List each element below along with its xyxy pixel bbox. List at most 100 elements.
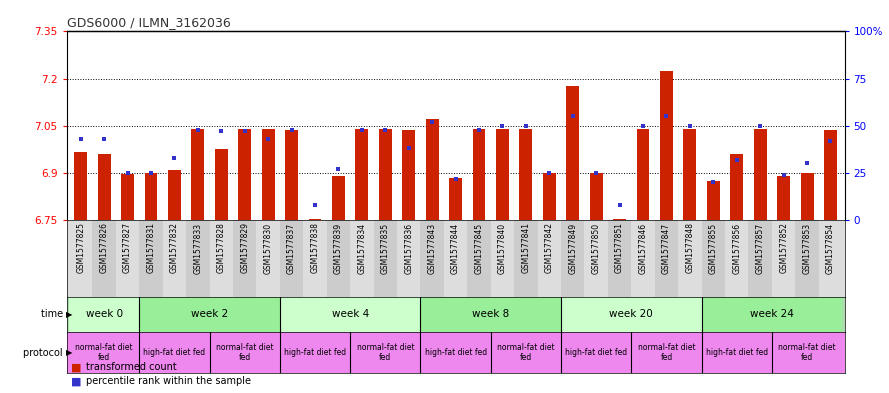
Text: GSM1577846: GSM1577846	[638, 222, 647, 274]
Text: high-fat diet fed: high-fat diet fed	[425, 348, 486, 357]
Bar	[116, 220, 140, 297]
Text: GSM1577855: GSM1577855	[709, 222, 717, 274]
Text: GSM1577833: GSM1577833	[194, 222, 203, 274]
Text: GSM1577825: GSM1577825	[76, 222, 85, 274]
Text: GSM1577854: GSM1577854	[826, 222, 835, 274]
Bar	[191, 129, 204, 220]
Text: GSM1577827: GSM1577827	[123, 222, 132, 274]
Bar	[538, 220, 561, 297]
Text: week 2: week 2	[191, 309, 228, 320]
Text: GSM1577856: GSM1577856	[733, 222, 741, 274]
Text: GSM1577850: GSM1577850	[592, 222, 601, 274]
Text: week 4: week 4	[332, 309, 369, 320]
Bar	[772, 220, 796, 297]
Bar	[824, 130, 837, 220]
Bar	[496, 129, 509, 220]
Bar	[701, 297, 842, 332]
Bar	[327, 220, 350, 297]
Bar	[98, 154, 110, 220]
Text: week 0: week 0	[85, 309, 123, 320]
Text: ▶: ▶	[66, 310, 72, 319]
Text: GSM1577834: GSM1577834	[357, 222, 366, 274]
Bar	[796, 220, 819, 297]
Bar	[777, 176, 790, 220]
Bar	[308, 219, 322, 220]
Text: GSM1577826: GSM1577826	[100, 222, 108, 274]
Text: GSM1577839: GSM1577839	[334, 222, 343, 274]
Bar	[660, 71, 673, 220]
Bar	[163, 220, 186, 297]
Text: high-fat diet fed: high-fat diet fed	[706, 348, 768, 357]
Bar	[589, 173, 603, 220]
Bar	[356, 129, 368, 220]
Bar	[584, 220, 608, 297]
Text: GSM1577852: GSM1577852	[779, 222, 789, 274]
Bar	[449, 178, 462, 220]
Bar	[678, 220, 701, 297]
Text: GSM1577844: GSM1577844	[451, 222, 461, 274]
Bar	[514, 220, 538, 297]
Text: GSM1577836: GSM1577836	[404, 222, 413, 274]
Bar	[210, 220, 233, 297]
Text: protocol: protocol	[23, 348, 66, 358]
Bar	[468, 220, 491, 297]
Text: transformed count: transformed count	[86, 362, 177, 373]
Bar	[754, 129, 766, 220]
Bar	[655, 220, 678, 297]
Bar	[233, 220, 256, 297]
Text: GSM1577853: GSM1577853	[803, 222, 812, 274]
Text: ■: ■	[71, 376, 82, 386]
Bar	[350, 220, 373, 297]
Bar	[613, 219, 626, 220]
Text: ▶: ▶	[66, 348, 72, 357]
Bar	[215, 149, 228, 220]
Text: high-fat diet fed: high-fat diet fed	[143, 348, 205, 357]
Text: GSM1577832: GSM1577832	[170, 222, 179, 274]
Text: normal-fat diet
fed: normal-fat diet fed	[497, 343, 555, 362]
Text: GSM1577843: GSM1577843	[428, 222, 436, 274]
Bar	[725, 220, 749, 297]
Bar	[256, 220, 280, 297]
Bar	[731, 154, 743, 220]
Text: GSM1577837: GSM1577837	[287, 222, 296, 274]
Text: normal-fat diet
fed: normal-fat diet fed	[216, 343, 274, 362]
Bar	[420, 297, 561, 332]
Text: GSM1577842: GSM1577842	[545, 222, 554, 274]
Text: GSM1577835: GSM1577835	[380, 222, 389, 274]
Text: GSM1577828: GSM1577828	[217, 222, 226, 273]
Text: normal-fat diet
fed: normal-fat diet fed	[637, 343, 695, 362]
Bar	[608, 220, 631, 297]
Bar	[303, 220, 327, 297]
Text: GSM1577845: GSM1577845	[475, 222, 484, 274]
Text: GSM1577847: GSM1577847	[662, 222, 671, 274]
Bar	[140, 297, 280, 332]
Text: week 24: week 24	[750, 309, 794, 320]
Text: GSM1577831: GSM1577831	[147, 222, 156, 274]
Bar	[332, 176, 345, 220]
Bar	[280, 220, 303, 297]
Text: time: time	[41, 309, 66, 320]
Bar	[261, 129, 275, 220]
Bar	[69, 297, 140, 332]
Bar	[561, 297, 701, 332]
Bar	[701, 220, 725, 297]
Bar	[121, 174, 134, 220]
Text: GSM1577830: GSM1577830	[264, 222, 273, 274]
Bar	[444, 220, 468, 297]
Bar	[637, 129, 650, 220]
Bar	[373, 220, 397, 297]
Bar	[707, 181, 720, 220]
Bar	[69, 220, 92, 297]
Bar	[749, 220, 772, 297]
Text: high-fat diet fed: high-fat diet fed	[284, 348, 346, 357]
Text: GSM1577838: GSM1577838	[310, 222, 319, 274]
Text: GSM1577841: GSM1577841	[522, 222, 531, 274]
Text: percentile rank within the sample: percentile rank within the sample	[86, 376, 252, 386]
Bar	[543, 173, 556, 220]
Text: GSM1577851: GSM1577851	[615, 222, 624, 274]
Bar	[403, 130, 415, 220]
Bar	[684, 129, 696, 220]
Bar	[491, 220, 514, 297]
Text: week 8: week 8	[472, 309, 509, 320]
Bar	[397, 220, 420, 297]
